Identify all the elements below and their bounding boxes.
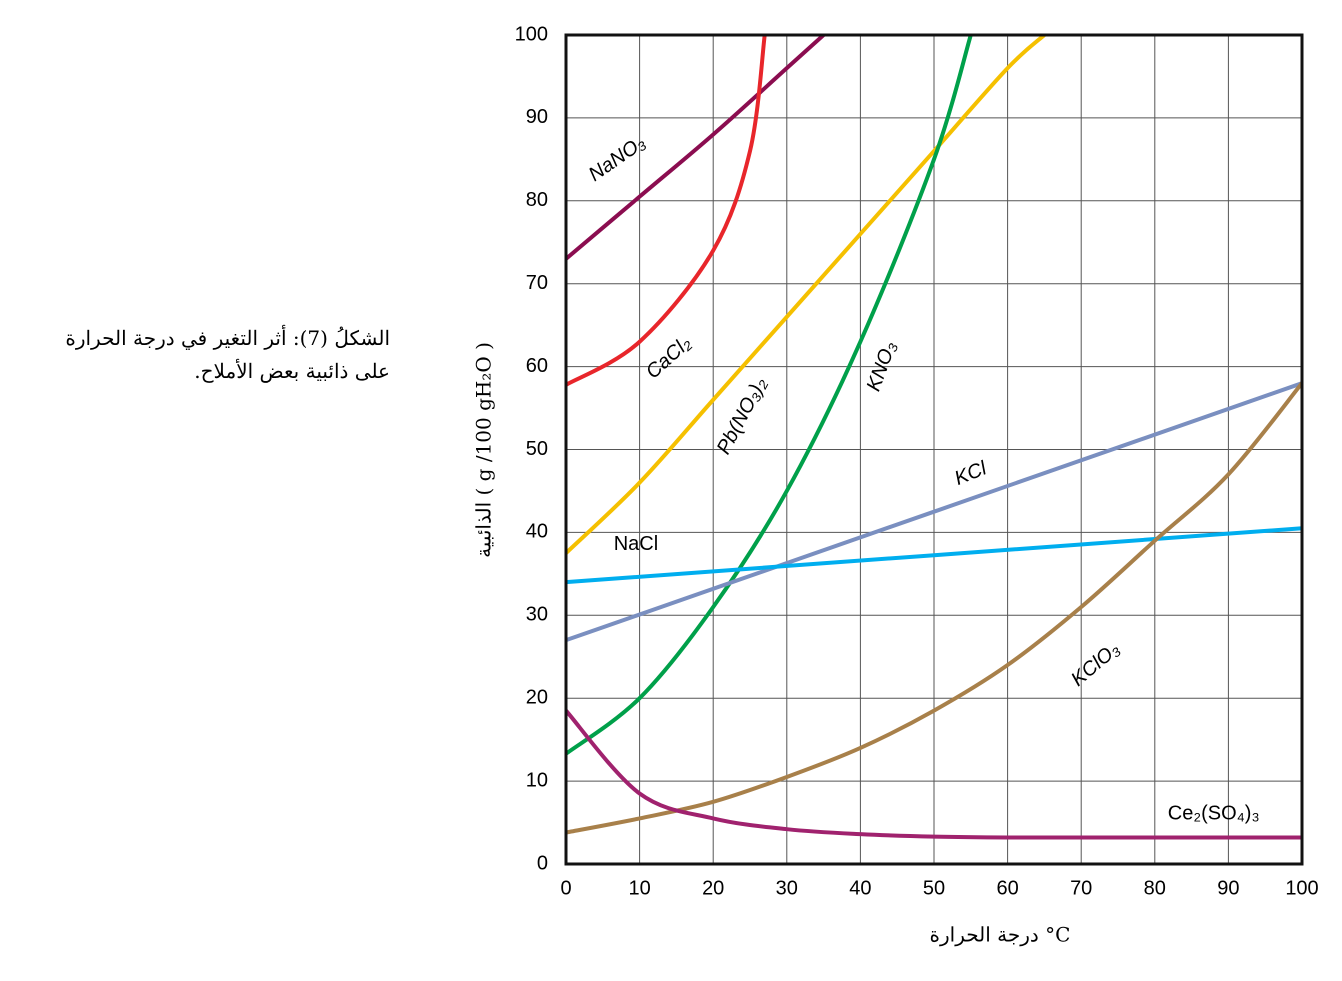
curve-label: CaCl₂: [642, 332, 696, 383]
y-tick-label: 80: [526, 189, 548, 211]
y-tick-label: 100: [515, 23, 548, 45]
line: [564, 709, 1302, 840]
x-tick-label: 0: [560, 877, 571, 899]
y-tick-label: 70: [526, 272, 548, 294]
line: [564, 34, 767, 387]
curve-label: KClO₃: [1067, 638, 1124, 691]
caption-line: على ذائبية بعض الأملاح.: [194, 359, 390, 383]
curve-label: Pb(NO₃)₂: [713, 374, 772, 458]
line: [564, 34, 973, 756]
x-tick-label: 100: [1285, 877, 1318, 899]
x-axis-label: درجة الحرارة °C: [930, 923, 1071, 947]
y-tick-label: 90: [526, 106, 548, 128]
line: [565, 381, 1304, 835]
y-tick-label: 60: [526, 355, 548, 377]
x-tick-label: 80: [1144, 877, 1166, 899]
line: [564, 33, 1046, 555]
x-tick-label: 10: [628, 877, 650, 899]
x-tick-label: 50: [923, 877, 945, 899]
x-tick-label: 30: [776, 877, 798, 899]
curve-label: Ce₂(SO₄)₃: [1168, 803, 1260, 825]
y-tick-label: 0: [537, 852, 548, 874]
line: [565, 526, 1303, 585]
curve-label: NaCl: [614, 533, 658, 555]
x-tick-label: 60: [996, 877, 1018, 899]
caption: الشكلُ (7): أثر التغير في درجة الحرارة ع…: [20, 322, 390, 388]
x-tick-label: 20: [702, 877, 724, 899]
x-tick-label: 40: [849, 877, 871, 899]
y-tick-label: 10: [526, 769, 548, 791]
y-tick-label: 50: [526, 438, 548, 460]
caption-line: الشكلُ (7): أثر التغير في درجة الحرارة: [65, 326, 390, 350]
y-tick-label: 20: [526, 686, 548, 708]
plot-frame: [564, 33, 1304, 866]
line: [564, 33, 825, 261]
y-tick-label: 30: [526, 604, 548, 626]
y-axis-label: الذائبية ( g /100 gH₂O ): [472, 342, 496, 558]
x-tick-label: 90: [1217, 877, 1239, 899]
x-tick-label: 70: [1070, 877, 1092, 899]
y-tick-label: 40: [526, 521, 548, 543]
curve-label: KCl: [951, 457, 990, 490]
line: [565, 381, 1303, 643]
